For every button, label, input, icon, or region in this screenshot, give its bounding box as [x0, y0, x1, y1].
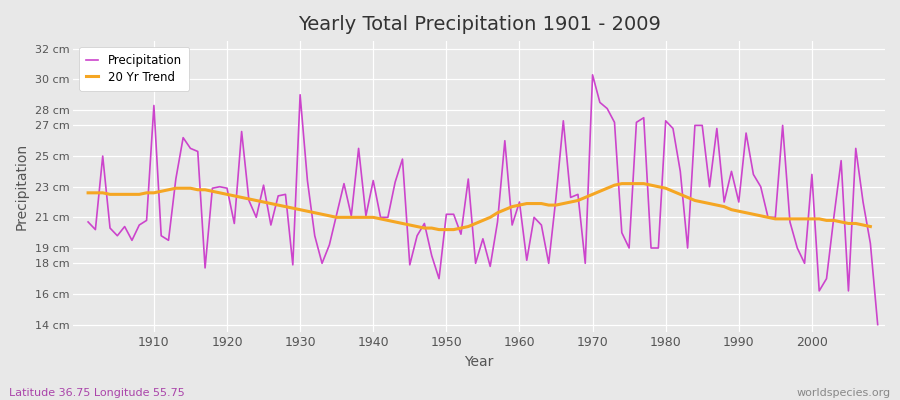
Precipitation	[872, 322, 883, 327]
X-axis label: Year: Year	[464, 355, 494, 369]
20 Yr Trend	[455, 226, 466, 230]
Line: 20 Yr Trend: 20 Yr Trend	[88, 184, 870, 230]
Y-axis label: Precipitation: Precipitation	[15, 143, 29, 230]
Text: worldspecies.org: worldspecies.org	[796, 388, 891, 398]
Precipitation	[507, 223, 517, 228]
Precipitation	[514, 200, 525, 204]
20 Yr Trend	[785, 216, 796, 221]
Text: Latitude 36.75 Longitude 55.75: Latitude 36.75 Longitude 55.75	[9, 388, 184, 398]
Title: Yearly Total Precipitation 1901 - 2009: Yearly Total Precipitation 1901 - 2009	[298, 15, 661, 34]
Legend: Precipitation, 20 Yr Trend: Precipitation, 20 Yr Trend	[79, 47, 189, 91]
20 Yr Trend	[719, 204, 730, 209]
Line: Precipitation: Precipitation	[88, 75, 878, 325]
20 Yr Trend	[163, 187, 174, 192]
Precipitation	[141, 218, 152, 223]
Precipitation	[346, 214, 356, 218]
20 Yr Trend	[616, 181, 627, 186]
20 Yr Trend	[865, 224, 876, 229]
20 Yr Trend	[83, 190, 94, 195]
Precipitation	[302, 178, 313, 183]
Precipitation	[83, 220, 94, 224]
20 Yr Trend	[770, 216, 780, 221]
20 Yr Trend	[434, 227, 445, 232]
Precipitation	[609, 120, 620, 125]
20 Yr Trend	[207, 189, 218, 194]
Precipitation	[587, 72, 598, 77]
